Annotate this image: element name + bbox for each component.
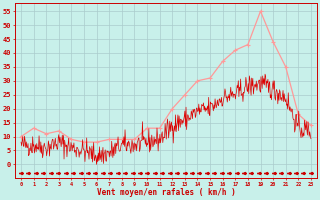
- X-axis label: Vent moyen/en rafales ( km/h ): Vent moyen/en rafales ( km/h ): [97, 188, 236, 197]
